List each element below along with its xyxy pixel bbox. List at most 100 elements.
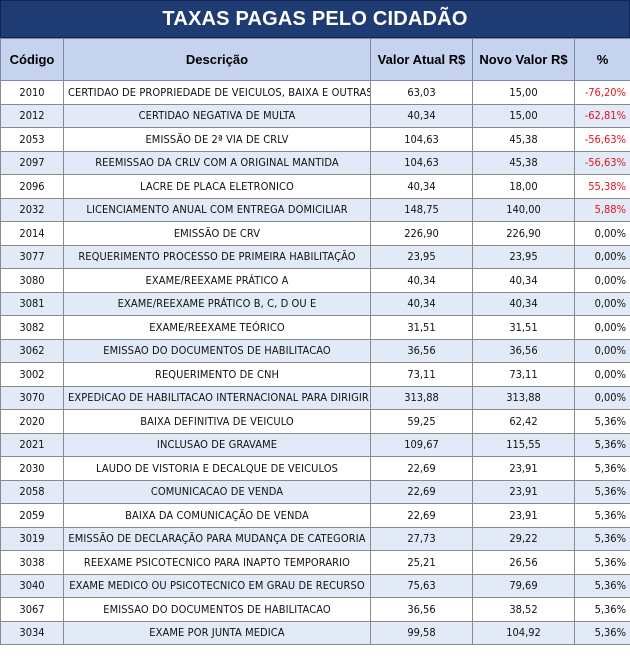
cell-new-value: 15,00 — [472, 103, 575, 128]
table-row: 3081 EXAME/REEXAME PRÁTICO B, C, D OU E 40… — [0, 291, 630, 316]
cell-code: 3081 — [0, 291, 64, 316]
cell-current-value: 36,56 — [370, 597, 473, 622]
table-row: 2096 LACRE DE PLACA ELETRONICO 40,34 18,00 5… — [0, 174, 630, 199]
cell-percent: 5,36% — [574, 550, 630, 575]
table-row: 2020 BAIXA DEFINITIVA DE VEICULO 59,25 62,4… — [0, 409, 630, 434]
table-row: 3077 REQUERIMENTO PROCESSO DE PRIMEIRA HA… — [0, 244, 630, 269]
cell-description: CERTIDAO DE PROPRIEDADE DE VEICULOS, BAI… — [63, 80, 371, 105]
cell-code: 3002 — [0, 362, 64, 387]
table-row: 2059 BAIXA DA COMUNICAÇÃO DE VENDA 22,69 23… — [0, 503, 630, 528]
cell-code: 2020 — [0, 409, 64, 434]
cell-current-value: 63,03 — [370, 80, 473, 105]
cell-new-value: 45,38 — [472, 150, 575, 175]
cell-code: 2032 — [0, 197, 64, 222]
cell-percent: 5,36% — [574, 503, 630, 528]
cell-percent: 0,00% — [574, 244, 630, 269]
cell-description: EXAME MEDICO OU PSICOTECNICO EM GRAU DE … — [63, 573, 371, 598]
table-row: 2012 CERTIDAO NEGATIVA DE MULTA 40,34 15,00… — [0, 103, 630, 128]
header-new-value: Novo Valor R$ — [472, 38, 575, 81]
cell-current-value: 23,95 — [370, 244, 473, 269]
cell-current-value: 75,63 — [370, 573, 473, 598]
cell-current-value: 148,75 — [370, 197, 473, 222]
table-row: 2053 EMISSÃO DE 2ª VIA DE CRLV 104,63 45,38… — [0, 127, 630, 152]
cell-current-value: 40,34 — [370, 103, 473, 128]
header-code: Código — [0, 38, 64, 81]
table-row: 2014 EMISSÃO DE CRV 226,90 226,90 0,00% — [0, 221, 630, 246]
cell-current-value: 109,67 — [370, 432, 473, 457]
cell-code: 3034 — [0, 620, 64, 645]
cell-current-value: 31,51 — [370, 315, 473, 340]
cell-description: EXPEDICAO DE HABILITACAO INTERNACIONAL P… — [63, 385, 371, 410]
cell-percent: 5,36% — [574, 432, 630, 457]
cell-percent: 5,36% — [574, 597, 630, 622]
cell-current-value: 36,56 — [370, 338, 473, 363]
table-row: 2058 COMUNICACAO DE VENDA 22,69 23,91 5,36% — [0, 479, 630, 504]
cell-new-value: 29,22 — [472, 526, 575, 551]
cell-new-value: 23,91 — [472, 456, 575, 481]
cell-new-value: 73,11 — [472, 362, 575, 387]
cell-current-value: 40,34 — [370, 174, 473, 199]
cell-description: REQUERIMENTO DE CNH — [63, 362, 371, 387]
cell-description: EMISSÃO DE 2ª VIA DE CRLV — [63, 127, 371, 152]
cell-new-value: 140,00 — [472, 197, 575, 222]
cell-percent: 5,36% — [574, 526, 630, 551]
cell-current-value: 313,88 — [370, 385, 473, 410]
cell-description: CERTIDAO NEGATIVA DE MULTA — [63, 103, 371, 128]
cell-current-value: 22,69 — [370, 479, 473, 504]
cell-description: EMISSÃO DE CRV — [63, 221, 371, 246]
table-row: 2030 LAUDO DE VISTORIA E DECALQUE DE VEIC… — [0, 456, 630, 481]
cell-description: EXAME POR JUNTA MEDICA — [63, 620, 371, 645]
cell-description: COMUNICACAO DE VENDA — [63, 479, 371, 504]
cell-new-value: 40,34 — [472, 291, 575, 316]
cell-code: 3080 — [0, 268, 64, 293]
cell-percent: 0,00% — [574, 268, 630, 293]
cell-description: REEXAME PSICOTECNICO PARA INAPTO TEMPORA… — [63, 550, 371, 575]
cell-current-value: 40,34 — [370, 291, 473, 316]
cell-description: EMISSÃO DE DECLARAÇÃO PARA MUDANÇA DE CA… — [63, 526, 371, 551]
cell-code: 2010 — [0, 80, 64, 105]
cell-description: LICENCIAMENTO ANUAL COM ENTREGA DOMICILI… — [63, 197, 371, 222]
cell-current-value: 73,11 — [370, 362, 473, 387]
cell-new-value: 18,00 — [472, 174, 575, 199]
cell-code: 3019 — [0, 526, 64, 551]
table-row: 3070 EXPEDICAO DE HABILITACAO INTERNACION… — [0, 385, 630, 410]
cell-new-value: 104,92 — [472, 620, 575, 645]
cell-description: EXAME/REEXAME TEÓRICO — [63, 315, 371, 340]
cell-description: LACRE DE PLACA ELETRONICO — [63, 174, 371, 199]
cell-percent: 5,88% — [574, 197, 630, 222]
cell-current-value: 226,90 — [370, 221, 473, 246]
cell-new-value: 31,51 — [472, 315, 575, 340]
header-percent: % — [574, 38, 630, 81]
cell-description: EXAME/REEXAME PRÁTICO B, C, D OU E — [63, 291, 371, 316]
fee-table: Código Descrição Valor Atual R$ Novo Val… — [0, 38, 630, 645]
cell-code: 2012 — [0, 103, 64, 128]
cell-description: BAIXA DEFINITIVA DE VEICULO — [63, 409, 371, 434]
cell-percent: 5,36% — [574, 409, 630, 434]
cell-new-value: 313,88 — [472, 385, 575, 410]
cell-current-value: 59,25 — [370, 409, 473, 434]
cell-current-value: 99,58 — [370, 620, 473, 645]
table-row: 2010 CERTIDAO DE PROPRIEDADE DE VEICULOS,… — [0, 80, 630, 105]
cell-percent: 5,36% — [574, 479, 630, 504]
cell-description: REEMISSAO DA CRLV COM A ORIGINAL MANTIDA — [63, 150, 371, 175]
cell-percent: 0,00% — [574, 315, 630, 340]
table-row: 2021 INCLUSAO DE GRAVAME 109,67 115,55 5,36% — [0, 432, 630, 457]
cell-code: 3077 — [0, 244, 64, 269]
cell-percent: 0,00% — [574, 362, 630, 387]
table-row: 3019 EMISSÃO DE DECLARAÇÃO PARA MUDANÇA D… — [0, 526, 630, 551]
cell-new-value: 226,90 — [472, 221, 575, 246]
cell-current-value: 40,34 — [370, 268, 473, 293]
cell-description: EXAME/REEXAME PRÁTICO A — [63, 268, 371, 293]
cell-code: 2014 — [0, 221, 64, 246]
cell-percent: -56,63% — [574, 127, 630, 152]
cell-percent: 5,36% — [574, 573, 630, 598]
cell-current-value: 25,21 — [370, 550, 473, 575]
table-row: 2097 REEMISSAO DA CRLV COM A ORIGINAL MAN… — [0, 150, 630, 175]
table-row: 3062 EMISSAO DO DOCUMENTOS DE HABILITACAO… — [0, 338, 630, 363]
cell-new-value: 115,55 — [472, 432, 575, 457]
cell-new-value: 40,34 — [472, 268, 575, 293]
cell-percent: 0,00% — [574, 291, 630, 316]
cell-code: 3038 — [0, 550, 64, 575]
cell-code: 2021 — [0, 432, 64, 457]
